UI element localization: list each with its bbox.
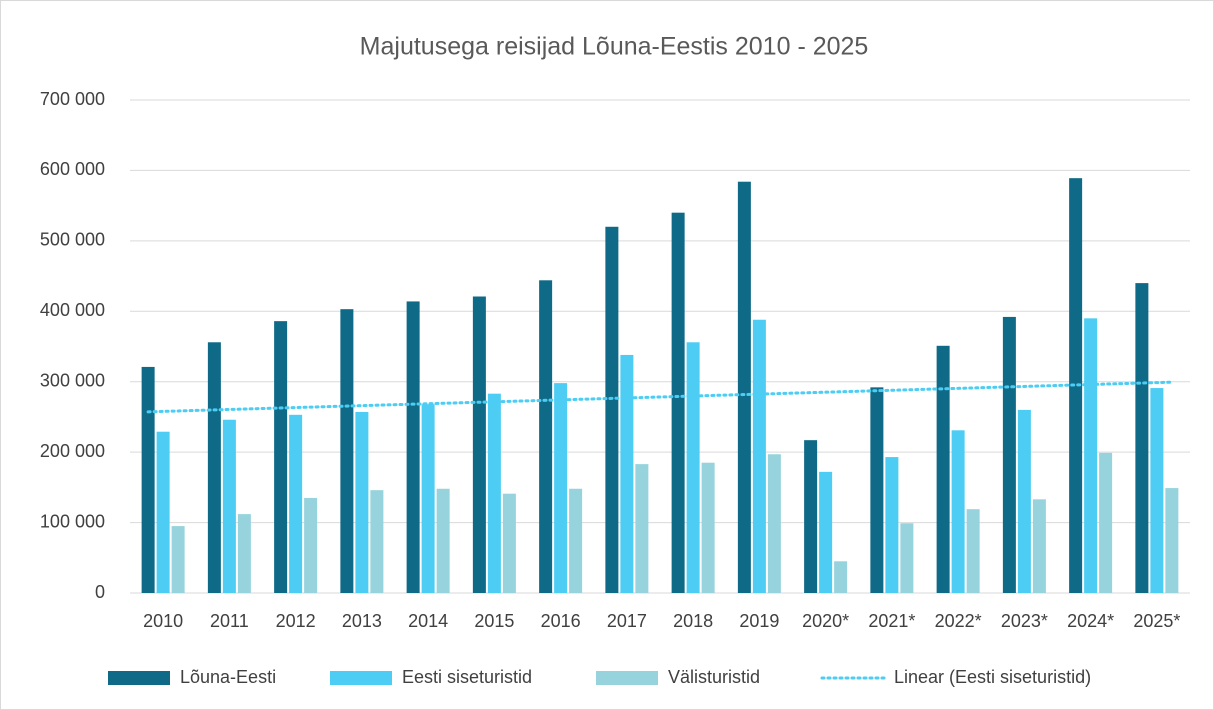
x-tick-label: 2015 [474, 611, 514, 631]
bar [237, 514, 251, 593]
y-tick-label: 0 [95, 582, 105, 602]
bar [156, 431, 170, 593]
y-tick-label: 200 000 [40, 441, 105, 461]
x-tick-label: 2016 [541, 611, 581, 631]
bar [737, 181, 751, 593]
bar [1002, 316, 1016, 593]
y-tick-label: 100 000 [40, 511, 105, 531]
legend-swatch [596, 671, 658, 685]
bar [951, 430, 965, 593]
bar [171, 526, 185, 593]
bar [1069, 178, 1083, 593]
x-tick-label: 2025* [1133, 611, 1180, 631]
bar [1032, 499, 1046, 593]
x-tick-label: 2017 [607, 611, 647, 631]
x-tick-label: 2019 [739, 611, 779, 631]
bar [752, 319, 766, 593]
bar [1017, 409, 1031, 593]
bar [340, 309, 354, 593]
bar [141, 366, 155, 593]
bar [804, 440, 818, 593]
trendline [146, 380, 1174, 414]
bar [834, 561, 848, 593]
x-tick-label: 2014 [408, 611, 448, 631]
bar [819, 471, 833, 593]
bar [207, 342, 221, 593]
bar [289, 414, 303, 593]
x-tick-label: 2012 [276, 611, 316, 631]
bar [605, 226, 619, 593]
bar [885, 457, 899, 593]
legend-swatch [108, 671, 170, 685]
bar [304, 497, 318, 593]
bar [635, 464, 649, 593]
bar [487, 393, 501, 593]
y-tick-label: 300 000 [40, 370, 105, 390]
legend-swatch [330, 671, 392, 685]
x-tick-label: 2018 [673, 611, 713, 631]
bar [554, 383, 568, 593]
bar [472, 296, 486, 593]
bar [421, 404, 435, 593]
x-tick-label: 2022* [935, 611, 982, 631]
bar [1135, 283, 1149, 593]
bar [936, 345, 950, 593]
x-tick-label: 2023* [1001, 611, 1048, 631]
bar [274, 321, 288, 593]
bar [701, 462, 715, 593]
bar [355, 411, 369, 593]
bar [1084, 318, 1098, 593]
x-tick-label: 2024* [1067, 611, 1114, 631]
x-tick-label: 2011 [210, 611, 249, 631]
bar [671, 212, 685, 593]
y-tick-label: 400 000 [40, 300, 105, 320]
y-tick-label: 700 000 [40, 89, 105, 109]
legend-label: Linear (Eesti siseturistid) [894, 667, 1091, 687]
chart-title: Majutusega reisijad Lõuna-Eestis 2010 - … [360, 33, 869, 61]
bar [539, 280, 553, 593]
bar [686, 342, 700, 593]
bar [1099, 452, 1113, 593]
bar [1150, 388, 1164, 593]
x-tick-label: 2010 [143, 611, 183, 631]
bar [569, 488, 583, 593]
bar [900, 523, 914, 593]
bar [870, 387, 884, 593]
x-tick-label: 2013 [342, 611, 382, 631]
bar [436, 488, 450, 593]
bar [370, 490, 384, 593]
x-tick-label: 2020* [802, 611, 849, 631]
bar [966, 509, 980, 593]
legend-label: Välisturistid [668, 667, 760, 687]
bar [222, 419, 236, 593]
y-tick-label: 500 000 [40, 230, 105, 250]
bar [406, 301, 420, 593]
y-tick-label: 600 000 [40, 159, 105, 179]
bar [502, 493, 516, 593]
legend-label: Eesti siseturistid [402, 667, 532, 687]
legend-label: Lõuna-Eesti [180, 667, 276, 687]
bar [1165, 488, 1179, 593]
bar [620, 354, 634, 593]
x-tick-label: 2021* [868, 611, 915, 631]
bar [767, 454, 781, 593]
